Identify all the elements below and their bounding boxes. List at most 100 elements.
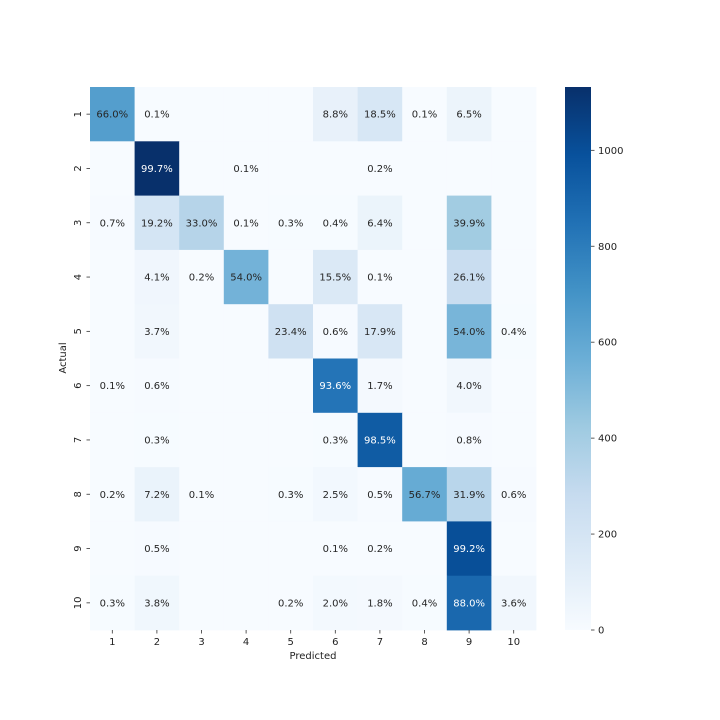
heatmap-cell: [313, 521, 358, 577]
cell-label: 99.7%: [141, 164, 173, 175]
heatmap-cell: [357, 521, 403, 577]
heatmap-cell: [313, 249, 358, 305]
heatmap-cell: [223, 521, 269, 577]
heatmap-cell: [90, 249, 135, 305]
x-tick-label: 4: [243, 637, 249, 648]
cell-label: 0.1%: [367, 273, 392, 284]
cell-label: 3.7%: [144, 327, 169, 338]
heatmap-cell: [357, 87, 403, 142]
cell-label: 26.1%: [453, 273, 485, 284]
y-tick-label: 1: [73, 111, 84, 117]
x-tick-label: 1: [109, 637, 115, 648]
heatmap-cell: [313, 412, 358, 468]
cell-label: 6.4%: [367, 218, 392, 229]
heatmap-cell: [223, 304, 269, 359]
heatmap-cell: [223, 87, 269, 142]
heatmap-cell: [446, 304, 492, 359]
heatmap-cell: [179, 249, 225, 305]
cell-label: 39.9%: [453, 218, 485, 229]
y-tick-label: 2: [73, 165, 84, 171]
cell-label: 7.2%: [144, 490, 169, 501]
heatmap-cell: [313, 575, 358, 631]
heatmap-cell: [491, 249, 537, 305]
heatmap-cell: [313, 304, 358, 359]
heatmap-cell: [134, 304, 180, 359]
heatmap-cell-labels: 66.0% 0.1% 8.8% 18.5% 0.1% 6.5% 99.7% 0.1% 0.2% 0…: [96, 110, 526, 610]
heatmap-cell: [90, 195, 135, 251]
cell-label: 98.5%: [364, 435, 396, 446]
cell-label: 56.7%: [409, 490, 441, 501]
heatmap-cell: [134, 195, 180, 251]
heatmap-cell: [402, 358, 448, 414]
heatmap-cell: [446, 87, 492, 142]
heatmap-cell: [357, 141, 403, 196]
y-tick-label: 6: [73, 382, 84, 388]
x-tick-label: 2: [154, 637, 160, 648]
heatmap-cell: [491, 195, 537, 251]
heatmap-cell: [223, 358, 269, 414]
heatmap-cell: [357, 575, 403, 631]
heatmap-cell: [402, 87, 448, 142]
heatmap-cell: [402, 249, 448, 305]
heatmap-cell: [90, 412, 135, 468]
cell-label: 6.5%: [456, 110, 481, 121]
heatmap-cell: [90, 141, 135, 196]
heatmap-cell: [446, 521, 492, 577]
heatmap-cell: [402, 141, 448, 196]
colorbar-tick-label: 200: [598, 530, 617, 541]
cell-label: 0.3%: [278, 490, 303, 501]
y-tick-label: 3: [73, 220, 84, 226]
heatmap-cell: [446, 412, 492, 468]
heatmap-cell: [491, 141, 537, 196]
cell-label: 8.8%: [323, 110, 348, 121]
x-tick-label: 6: [332, 637, 338, 648]
heatmap-cell: [357, 412, 403, 468]
cell-label: 3.8%: [144, 598, 169, 609]
heatmap-cell: [491, 521, 537, 577]
y-tick-label: 10: [73, 596, 84, 609]
heatmap-cell: [313, 141, 358, 196]
heatmap-cell: [134, 358, 180, 414]
x-tick-label: 5: [288, 637, 294, 648]
cell-label: 0.1%: [323, 544, 348, 555]
heatmap-cell: [134, 575, 180, 631]
heatmap-cell: [446, 467, 492, 522]
heatmap-cell: [134, 87, 180, 142]
heatmap-cell: [179, 412, 225, 468]
heatmap-cell: [313, 195, 358, 251]
cell-label: 4.0%: [456, 381, 481, 392]
cell-label: 0.5%: [367, 490, 392, 501]
y-tick-label: 8: [73, 491, 84, 497]
cell-label: 2.0%: [323, 598, 348, 609]
heatmap-cell: [134, 412, 180, 468]
heatmap-cell: [90, 467, 135, 522]
heatmap-cell: [179, 195, 225, 251]
heatmap-cell: [446, 358, 492, 414]
cell-label: 0.4%: [323, 218, 348, 229]
heatmap-cell: [313, 358, 358, 414]
heatmap-cell: [179, 304, 225, 359]
heatmap-cell: [446, 575, 492, 631]
heatmap-cell: [313, 87, 358, 142]
heatmap-cell: [90, 575, 135, 631]
heatmap-cell: [402, 412, 448, 468]
heatmap-cell: [134, 467, 180, 522]
heatmap-cell: [223, 249, 269, 305]
cell-label: 1.7%: [367, 381, 392, 392]
heatmap-cell: [357, 358, 403, 414]
cell-label: 0.1%: [189, 490, 214, 501]
cell-label: 18.5%: [364, 110, 396, 121]
heatmap-cell: [268, 358, 314, 414]
cell-label: 0.3%: [323, 435, 348, 446]
heatmap-cell: [134, 521, 180, 577]
cell-label: 19.2%: [141, 218, 173, 229]
cell-label: 0.6%: [501, 490, 526, 501]
x-tick-label: 8: [421, 637, 427, 648]
heatmap-cell: [179, 141, 225, 196]
heatmap-cell: [357, 304, 403, 359]
heatmap-cell: [402, 467, 448, 522]
cell-label: 0.4%: [501, 327, 526, 338]
heatmap-cell: [179, 87, 225, 142]
heatmap-cell: [268, 575, 314, 631]
